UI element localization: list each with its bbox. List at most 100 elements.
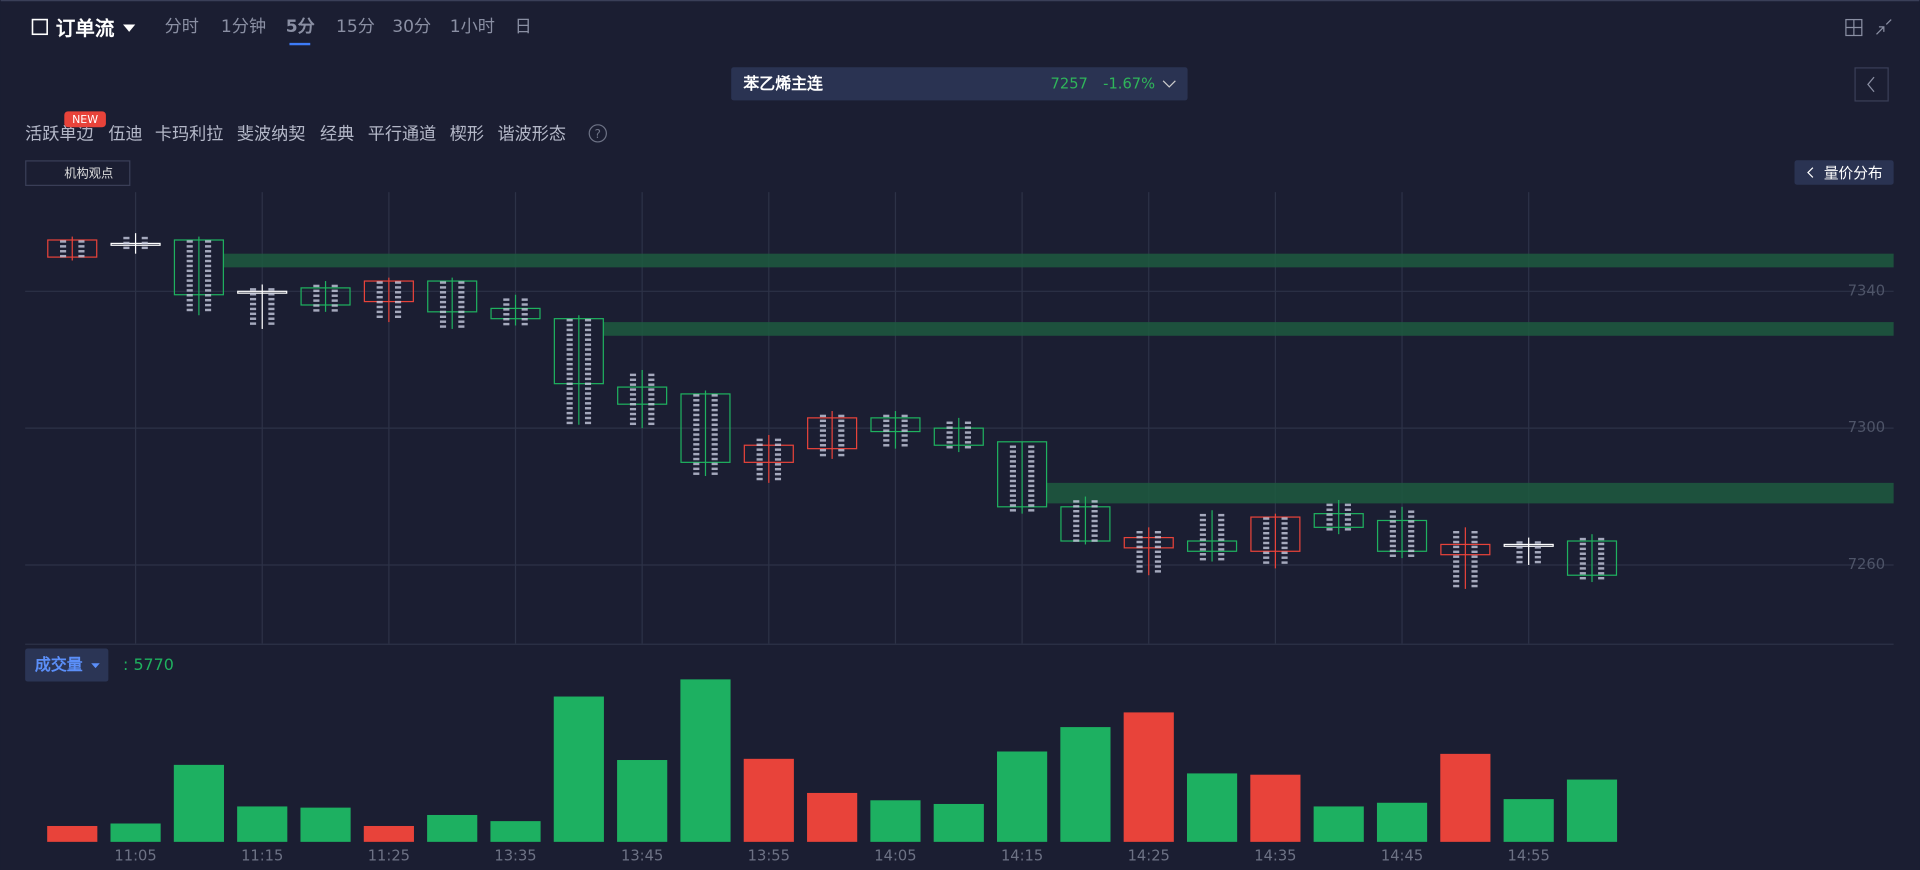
footprint-cell	[249, 317, 257, 320]
tool[interactable]: 楔形	[450, 125, 484, 145]
candle-body	[1250, 516, 1301, 552]
footprint-cell	[521, 317, 528, 321]
footprint-cell	[1579, 552, 1586, 555]
footprint-cell	[439, 310, 447, 314]
footprint-cell	[629, 383, 637, 386]
candle-body	[997, 441, 1048, 508]
footprint-cell	[711, 443, 718, 446]
candle-body	[807, 417, 858, 450]
symbol-price: 7257	[1051, 75, 1088, 92]
timeframe[interactable]: 分时	[165, 17, 199, 37]
footprint-cell	[1598, 537, 1605, 541]
timeframe[interactable]: 15分	[336, 17, 375, 37]
tool[interactable]: 经典	[320, 125, 354, 145]
footprint-cell	[521, 303, 528, 306]
tool[interactable]: 卡玛利拉	[155, 125, 224, 145]
chart-icon[interactable]	[31, 18, 48, 36]
footprint-cell	[1263, 527, 1270, 530]
footprint-cell	[566, 318, 573, 322]
footprint-cell	[584, 407, 592, 410]
footprint-cell	[584, 387, 592, 390]
volume-bar	[1313, 806, 1364, 842]
footprint-cell	[711, 457, 718, 461]
footprint-cell	[901, 414, 908, 418]
tool[interactable]: 平行通道	[368, 125, 437, 145]
symbol-caret[interactable]	[1162, 80, 1176, 88]
footprint-cell	[458, 291, 465, 294]
footprint-cell	[205, 269, 212, 273]
footprint-cell	[648, 422, 655, 426]
candle-body	[427, 280, 478, 313]
footprint-cell	[1598, 562, 1605, 565]
dropdown-caret[interactable]	[123, 24, 136, 32]
footprint-cell	[141, 246, 148, 250]
footprint-cell	[521, 308, 528, 311]
tool[interactable]: 谐波形态	[497, 125, 566, 145]
footprint-cell	[1199, 548, 1206, 551]
footprint-cell	[566, 338, 573, 341]
footprint-cell	[1263, 532, 1270, 535]
footprint-cell	[756, 477, 763, 481]
tool[interactable]: 斐波纳契	[237, 125, 306, 145]
footprint-cell	[1344, 518, 1351, 521]
footprint-cell	[584, 402, 592, 405]
footprint-cell	[1516, 546, 1523, 549]
footprint-cell	[186, 240, 193, 243]
symbol-box[interactable]	[731, 67, 1188, 101]
footprint-cell	[819, 419, 827, 423]
help-icon[interactable]	[588, 124, 607, 143]
footprint-cell	[60, 250, 67, 253]
footprint-cell	[141, 241, 148, 245]
footprint-cell	[1344, 508, 1351, 511]
footprint-cell	[268, 302, 275, 306]
footprint-cell	[394, 286, 402, 289]
footprint-cell	[1263, 546, 1270, 550]
candle-body	[1186, 540, 1238, 552]
tool[interactable]: 活跃单边	[25, 125, 94, 145]
volume-selector[interactable]	[25, 648, 109, 682]
collapse-icon[interactable]	[1876, 19, 1892, 35]
timeframe[interactable]: 日	[515, 17, 532, 37]
footprint-cell	[186, 274, 193, 277]
app-title[interactable]: 订单流	[56, 17, 115, 40]
footprint-cell	[205, 259, 212, 263]
footprint-cell	[1154, 570, 1161, 573]
footprint-cell	[584, 348, 592, 351]
footprint-cell	[584, 328, 592, 332]
footprint-cell	[566, 421, 573, 425]
tool[interactable]: 伍迪	[108, 125, 142, 145]
footprint-cell	[838, 453, 845, 457]
footprint-cell	[964, 431, 972, 434]
distribution-button[interactable]	[1794, 160, 1894, 185]
footprint-cell	[1408, 530, 1415, 533]
x-tick-label: 13:45	[621, 848, 663, 865]
timeframe[interactable]: 1分钟	[221, 17, 266, 37]
footprint-cell	[883, 434, 890, 437]
footprint-cell	[1408, 510, 1415, 513]
layout-icon	[1845, 19, 1862, 36]
footprint-cell	[1218, 543, 1225, 546]
new-badge-text: NEW	[72, 113, 98, 126]
footprint-cell	[1009, 455, 1016, 458]
side-toggle[interactable]	[1854, 67, 1889, 102]
footprint-cell	[566, 343, 573, 346]
footprint-cell	[394, 315, 402, 319]
footprint-cell	[693, 462, 700, 466]
footprint-cell	[1218, 553, 1225, 556]
footprint-cell	[1471, 530, 1478, 534]
footprint-cell	[1281, 561, 1288, 564]
opinion-button[interactable]	[25, 160, 131, 186]
footprint-cell	[1598, 552, 1605, 555]
footprint-cell	[566, 323, 573, 327]
footprint-cell	[1408, 515, 1415, 518]
footprint-cell	[1344, 503, 1351, 507]
timeframe[interactable]: 30分	[392, 17, 431, 37]
candle-body	[870, 417, 921, 433]
footprint-cell	[1281, 532, 1288, 535]
timeframe[interactable]: 1小时	[450, 17, 495, 37]
candle-body	[1123, 536, 1174, 549]
footprint-cell	[1453, 540, 1460, 544]
footprint-cell	[711, 462, 718, 466]
footprint-cell	[1263, 556, 1270, 559]
timeframe[interactable]: 5分	[286, 17, 315, 37]
